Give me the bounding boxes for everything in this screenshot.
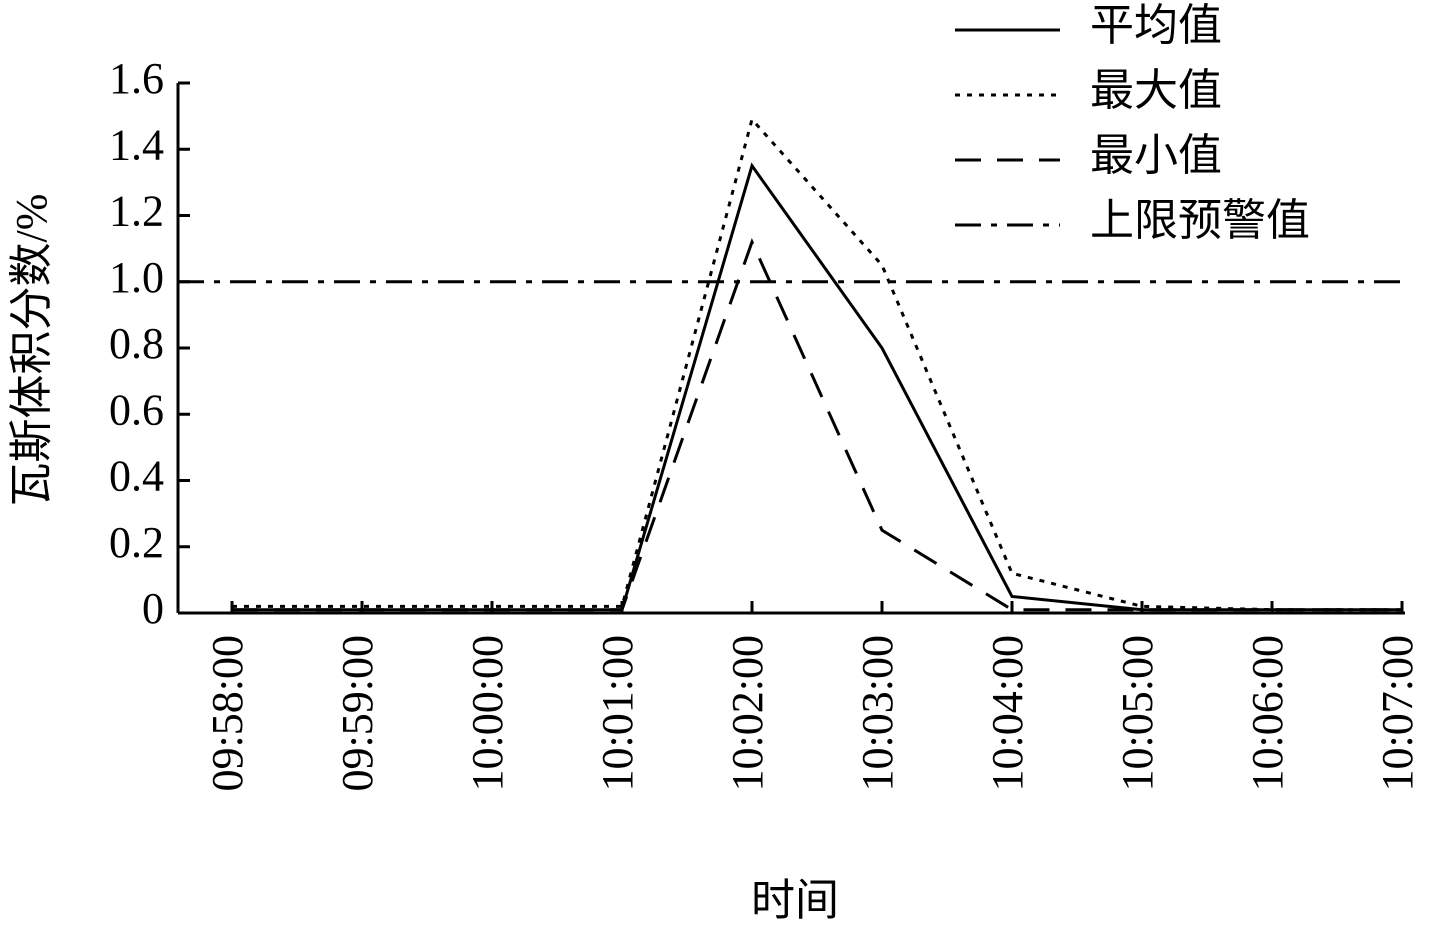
y-tick-label: 0.6 (109, 385, 164, 434)
legend-label: 最小值 (1090, 131, 1222, 180)
y-tick-label: 0.2 (109, 518, 164, 567)
y-tick-label: 1.6 (109, 54, 164, 103)
y-tick-label: 0 (142, 584, 164, 633)
x-tick-label: 10:05:00 (1113, 635, 1162, 791)
x-tick-label: 09:58:00 (203, 635, 252, 791)
legend-label: 上限预警值 (1090, 196, 1310, 245)
y-tick-label: 0.8 (109, 319, 164, 368)
y-tick-label: 0.4 (109, 452, 164, 501)
x-tick-label: 10:02:00 (723, 635, 772, 791)
x-tick-label: 10:07:00 (1373, 635, 1422, 791)
x-tick-label: 10:01:00 (593, 635, 642, 791)
y-tick-label: 1.2 (109, 187, 164, 236)
y-axis-label: 瓦斯体积分数/% (7, 194, 56, 507)
x-tick-label: 10:06:00 (1243, 635, 1292, 791)
y-tick-label: 1.4 (109, 120, 164, 169)
x-tick-label: 09:59:00 (333, 635, 382, 791)
data-line (232, 237, 1402, 612)
data-line (232, 116, 1402, 612)
legend-label: 最大值 (1090, 66, 1222, 115)
legend-label: 平均值 (1090, 1, 1222, 50)
x-tick-label: 10:00:00 (463, 635, 512, 791)
x-tick-label: 10:04:00 (983, 635, 1032, 791)
x-tick-label: 10:03:00 (853, 635, 902, 791)
y-tick-label: 1.0 (109, 253, 164, 302)
x-axis-label: 时间 (751, 876, 839, 925)
